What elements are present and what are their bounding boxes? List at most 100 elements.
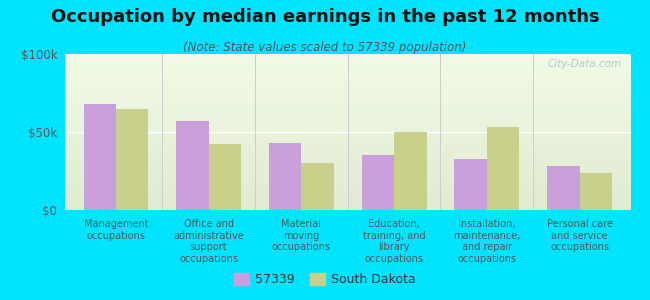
Bar — [65, 141, 630, 143]
Bar — [65, 68, 630, 70]
Bar — [65, 166, 630, 168]
Bar — [65, 82, 630, 84]
Bar — [84, 104, 116, 210]
Bar — [65, 151, 630, 152]
Bar — [65, 176, 630, 177]
Text: Occupation by median earnings in the past 12 months: Occupation by median earnings in the pas… — [51, 8, 599, 26]
Bar — [65, 123, 630, 124]
Bar — [65, 152, 630, 154]
Bar — [487, 127, 519, 210]
Bar — [65, 115, 630, 116]
Bar — [65, 148, 630, 149]
Bar — [361, 155, 394, 210]
Bar — [65, 76, 630, 77]
Bar — [65, 71, 630, 73]
Bar — [65, 94, 630, 96]
Bar — [65, 90, 630, 92]
Bar — [65, 197, 630, 199]
Legend: 57339, South Dakota: 57339, South Dakota — [229, 268, 421, 291]
Bar — [65, 99, 630, 101]
Bar — [65, 202, 630, 204]
Bar — [65, 157, 630, 158]
Bar — [65, 132, 630, 134]
Bar — [65, 182, 630, 184]
Bar — [65, 191, 630, 193]
Bar — [65, 185, 630, 187]
Bar — [65, 160, 630, 162]
Bar — [65, 138, 630, 140]
Bar — [65, 204, 630, 205]
Bar — [65, 205, 630, 207]
Bar — [65, 190, 630, 191]
Bar — [65, 84, 630, 85]
Bar — [454, 158, 487, 210]
Bar — [65, 106, 630, 107]
Bar — [65, 180, 630, 182]
Bar — [65, 118, 630, 119]
Bar — [65, 98, 630, 99]
Bar — [65, 130, 630, 132]
Bar — [65, 65, 630, 67]
Bar — [65, 85, 630, 87]
Bar — [580, 172, 612, 210]
Bar — [65, 179, 630, 180]
Bar — [116, 109, 148, 210]
Bar — [65, 80, 630, 82]
Bar — [65, 116, 630, 118]
Bar — [65, 165, 630, 166]
Bar — [65, 207, 630, 208]
Bar — [65, 188, 630, 190]
Bar — [65, 129, 630, 130]
Bar — [65, 62, 630, 63]
Bar — [65, 121, 630, 123]
Bar — [65, 174, 630, 176]
Bar — [65, 201, 630, 202]
Bar — [65, 67, 630, 68]
Bar — [65, 154, 630, 155]
Bar — [65, 184, 630, 185]
Bar — [65, 70, 630, 71]
Bar — [65, 79, 630, 80]
Bar — [65, 172, 630, 174]
Bar — [65, 177, 630, 179]
Text: (Note: State values scaled to 57339 population): (Note: State values scaled to 57339 popu… — [183, 40, 467, 53]
Bar — [65, 104, 630, 106]
Bar — [547, 166, 580, 210]
Bar — [65, 54, 630, 56]
Bar — [65, 96, 630, 98]
Bar — [65, 158, 630, 160]
Bar — [65, 107, 630, 109]
Bar — [269, 143, 302, 210]
Bar — [65, 59, 630, 60]
Bar — [65, 63, 630, 65]
Bar — [65, 193, 630, 194]
Bar — [302, 163, 334, 210]
Bar — [65, 143, 630, 145]
Bar — [65, 194, 630, 196]
Bar — [65, 60, 630, 62]
Bar — [65, 113, 630, 115]
Bar — [65, 145, 630, 146]
Text: City-Data.com: City-Data.com — [548, 59, 622, 69]
Bar — [65, 146, 630, 148]
Bar — [65, 93, 630, 94]
Bar — [65, 74, 630, 76]
Bar — [65, 126, 630, 127]
Bar — [65, 169, 630, 171]
Bar — [65, 199, 630, 201]
Bar — [65, 135, 630, 137]
Bar — [65, 56, 630, 57]
Bar — [65, 110, 630, 112]
Bar — [65, 155, 630, 157]
Bar — [65, 127, 630, 129]
Bar — [65, 73, 630, 74]
Bar — [65, 163, 630, 165]
Bar — [65, 124, 630, 126]
Bar — [65, 109, 630, 110]
Bar — [65, 162, 630, 163]
Bar — [65, 187, 630, 188]
Bar — [65, 92, 630, 93]
Bar — [65, 196, 630, 197]
Bar — [65, 168, 630, 170]
Bar — [65, 137, 630, 138]
